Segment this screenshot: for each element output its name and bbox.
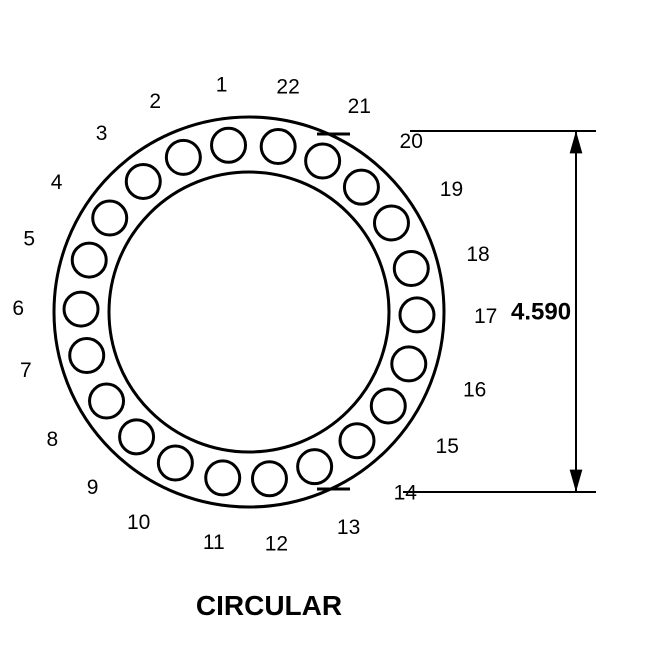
hole-6 (64, 292, 98, 326)
hole-22 (261, 130, 295, 164)
hole-5 (72, 243, 106, 277)
hole-label-14: 14 (394, 481, 418, 504)
hole-label-9: 9 (87, 476, 99, 499)
hole-label-11: 11 (203, 531, 225, 554)
hole-9 (120, 420, 154, 454)
hole-16 (392, 347, 426, 381)
hole-7 (70, 338, 104, 372)
hole-label-12: 12 (265, 532, 288, 555)
hole-4 (93, 201, 127, 235)
circular-diagram: 123456789101112131415161718192021224.590… (0, 0, 652, 664)
hole-13 (298, 450, 332, 484)
arrow-down-icon (570, 470, 583, 492)
hole-15 (371, 389, 405, 423)
hole-label-19: 19 (440, 178, 463, 201)
hole-2 (166, 140, 200, 174)
hole-17 (400, 298, 434, 332)
hole-label-21: 21 (348, 95, 371, 118)
diagram-title: CIRCULAR (196, 590, 342, 621)
hole-11 (206, 461, 240, 495)
hole-label-1: 1 (216, 74, 228, 97)
hole-1 (212, 128, 246, 162)
hole-label-13: 13 (337, 516, 360, 539)
hole-label-10: 10 (127, 511, 150, 534)
hole-14 (340, 424, 374, 458)
arrow-up-icon (570, 131, 583, 153)
hole-19 (374, 206, 408, 240)
outer-circle (54, 117, 444, 507)
hole-label-18: 18 (466, 243, 489, 266)
hole-label-15: 15 (436, 435, 459, 458)
inner-circle (109, 172, 389, 452)
hole-label-6: 6 (12, 297, 24, 320)
hole-label-3: 3 (96, 122, 108, 145)
hole-10 (158, 446, 192, 480)
hole-label-2: 2 (149, 90, 161, 113)
hole-label-7: 7 (20, 359, 32, 382)
hole-label-20: 20 (400, 130, 423, 153)
hole-label-4: 4 (51, 171, 63, 194)
hole-12 (252, 462, 286, 496)
hole-label-22: 22 (276, 75, 299, 98)
hole-21 (306, 144, 340, 178)
hole-label-5: 5 (23, 227, 35, 250)
hole-label-8: 8 (47, 428, 59, 451)
hole-label-16: 16 (463, 379, 486, 402)
hole-8 (90, 384, 124, 418)
hole-label-17: 17 (474, 305, 497, 328)
dimension-value: 4.590 (511, 299, 571, 326)
hole-18 (394, 252, 428, 286)
hole-20 (344, 170, 378, 204)
hole-3 (126, 164, 160, 198)
